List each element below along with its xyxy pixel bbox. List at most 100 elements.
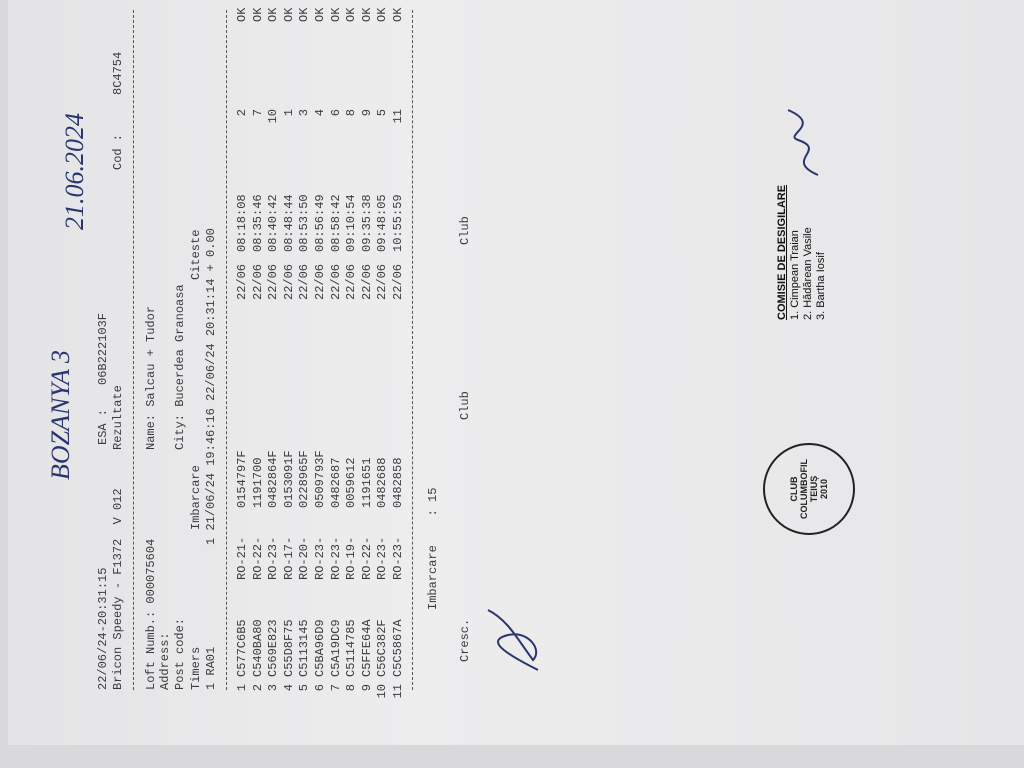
date: 22/06 [297,263,312,300]
address: Address: [158,632,172,690]
loft: Loft Numb.: 000075604 [144,538,158,690]
chip: C540BA80 [250,619,265,677]
ring-number: 0482864F [266,450,281,508]
status: OK [391,7,405,22]
chip: C5114785 [344,619,359,677]
row-number: 8 [344,684,359,692]
ring-number: 0059612 [344,457,359,508]
ring-prefix: RO-23- [391,536,405,580]
ring-number: 0153091F [281,450,296,508]
col-header: Timers [189,646,203,690]
stamp-line: 2010 [819,478,829,500]
position: 5 [375,109,390,117]
stamp-line: COLUMBOFIL [799,459,809,519]
timer-times: 1 21/06/24 19:46:16 22/06/24 20:31:14 + … [204,228,218,545]
time: 08:53:50 [297,194,312,252]
stamp-line: CLUB [789,476,799,502]
commission-title: COMISIE DE DESIGILARE [776,184,788,320]
ring-number: 0228965F [297,450,312,508]
chip: C5FFE64A [359,619,374,677]
cod: 8C4754 [111,51,125,95]
time: 08:48:44 [281,194,296,252]
ring-number: 0482688 [375,457,390,508]
time: 08:18:08 [235,194,249,252]
date: 22/06 [266,263,281,300]
ring-prefix: RO-23- [375,536,390,580]
row-number: 7 [328,684,343,692]
time: 08:58:42 [328,194,343,252]
separator [133,10,134,690]
date: 22/06 [250,263,265,300]
date: 22/06 [375,263,390,300]
ring-prefix: RO-23- [313,536,327,580]
commission-member: 1. Cimpean Traian [789,230,801,320]
separator [226,10,227,690]
ring-prefix: RO-23- [266,536,281,580]
chip: C577C6B5 [235,619,249,677]
ring-number: 1191651 [359,457,374,508]
stamp-line: TEIUȘ [809,475,819,503]
ring-number: 0154797F [235,450,249,508]
chip: C5C5867A [391,619,405,677]
date: 22/06 [359,263,374,300]
name: Name: Salcau + Tudor [144,305,158,450]
handwritten-date: 21.06.2024 [60,113,89,230]
time: 08:56:49 [313,194,327,252]
cresc: Cresc. [458,618,472,662]
status: OK [375,7,390,22]
status: OK [297,7,312,22]
chip: C56C382F [375,619,390,677]
date: 22/06 [235,263,249,300]
signatures [787,109,819,176]
position: 10 [266,109,281,124]
position: 6 [328,109,343,117]
chip: C55D8F75 [281,619,296,677]
position: 11 [391,109,405,124]
position: 4 [313,109,327,117]
ring-number: 0509793F [313,450,327,508]
row-number: 2 [250,684,265,692]
separator [412,10,413,690]
position: 2 [235,109,249,117]
time: 09:35:38 [359,194,374,252]
row-number: 4 [281,684,296,692]
commission-member: 2. Hădărean Vasile [802,227,814,320]
ring-number: 0482858 [391,457,405,508]
row-number: 6 [313,684,327,692]
time: 08:40:42 [266,194,281,252]
col-header: Citeste [189,229,203,280]
chip: C5113145 [297,619,312,677]
status: OK [235,7,249,22]
commission-member: 3. Bartha Iosif [815,252,827,320]
device: Bricon Speedy - F1372 V 012 [111,488,125,690]
time: 09:48:05 [375,194,390,252]
ring-prefix: RO-21- [235,536,249,580]
stamp: CLUB COLUMBOFIL TEIUȘ 2010 [763,443,855,535]
row-number: 1 [235,684,249,692]
date: 22/06 [328,263,343,300]
status: OK [344,7,359,22]
city: City: Bucerdea Granoasa [173,284,187,450]
ring-prefix: RO-22- [250,536,265,580]
position: 3 [297,109,312,117]
ring-prefix: RO-23- [328,536,343,580]
commission: COMISIE DE DESIGILARE 1. Cimpean Traian 2.… [776,185,828,320]
imbarcare-total: Imbarcare : 15 [426,487,440,610]
position: 1 [281,109,296,117]
position: 7 [250,109,265,117]
time: 09:10:54 [344,194,359,252]
date: 22/06 [344,263,359,300]
esa-label: ESA : [96,408,110,445]
club: Club [458,216,472,245]
timer-id: 1 RA01 [204,646,218,690]
chip: C5BA96D9 [313,619,327,677]
chip: C5A19DC9 [328,619,343,677]
status: OK [359,7,374,22]
position: 8 [344,109,359,117]
printout: 22/06/24-20:31:15 ESA : 06B222103F Brico… [8,0,1008,740]
row-number: 11 [391,684,405,699]
date: 22/06 [313,263,327,300]
ring-prefix: RO-20- [297,536,312,580]
chip: C569E823 [266,619,281,677]
